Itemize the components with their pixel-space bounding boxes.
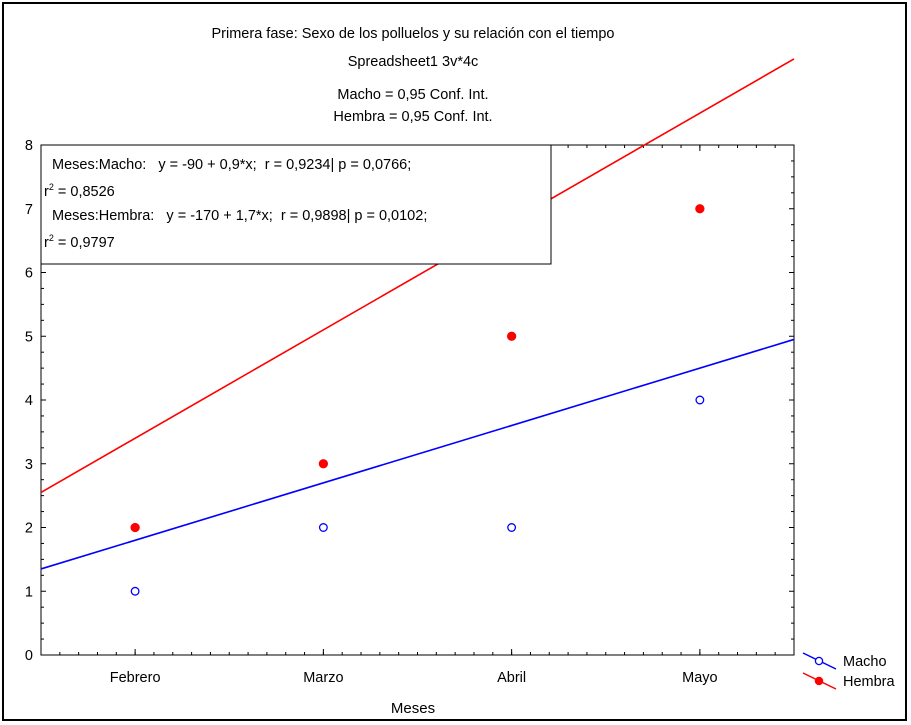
legend-label-macho: Macho <box>843 654 887 670</box>
x-tick-label: Febrero <box>110 670 161 686</box>
annotation-box <box>40 144 552 265</box>
legend-label-hembra: Hembra <box>843 674 896 690</box>
point-hembra <box>506 331 517 341</box>
x-tick-label: Marzo <box>303 670 343 686</box>
point-macho <box>507 523 517 532</box>
y-tick-label: 7 <box>25 202 33 218</box>
legend-marker-hembra <box>814 676 824 686</box>
annotation-hembra-eq: Meses:Hembra: y = -170 + 1,7*x; r = 0,98… <box>52 208 427 224</box>
point-macho <box>130 586 140 596</box>
legend-marker-macho <box>814 656 824 666</box>
y-tick-label: 6 <box>25 266 33 282</box>
y-tick-label: 2 <box>25 521 33 537</box>
conf-int-macho-label: Macho = 0,95 Conf. Int. <box>337 87 488 103</box>
chart-subtitle: Spreadsheet1 3v*4c <box>348 54 479 70</box>
point-hembra <box>318 459 329 469</box>
point-macho <box>695 395 705 405</box>
regression-line-macho <box>40 338 795 570</box>
data-points <box>130 204 705 596</box>
regression-line-hembra <box>40 58 795 494</box>
y-tick-label: 4 <box>25 393 33 409</box>
annotation-macho-eq: Meses:Macho: y = -90 + 0,9*x; r = 0,9234… <box>52 157 411 173</box>
y-tick-label: 8 <box>25 138 33 154</box>
annotation-macho-r2: r2 = 0,8526 <box>44 182 115 200</box>
point-macho <box>318 523 328 532</box>
annotation-hembra-r2: r2 = 0,9797 <box>44 233 115 251</box>
y-tick-label: 3 <box>25 457 33 473</box>
point-hembra <box>695 204 705 214</box>
x-tick-label: Mayo <box>682 670 717 686</box>
chart-title: Primera fase: Sexo de los polluelos y su… <box>212 26 615 42</box>
regression-lines <box>40 58 795 570</box>
conf-int-hembra-label: Hembra = 0,95 Conf. Int. <box>333 109 492 125</box>
y-tick-label: 1 <box>25 584 33 600</box>
chart-titles: Primera fase: Sexo de los polluelos y su… <box>212 26 615 125</box>
point-hembra <box>130 522 140 533</box>
x-tick-label: Abril <box>497 670 526 686</box>
chart-svg: Primera fase: Sexo de los polluelos y su… <box>25 26 896 717</box>
legend: Macho Hembra <box>802 652 896 690</box>
x-axis-label: Meses <box>391 700 435 717</box>
y-tick-label: 0 <box>25 648 33 664</box>
regression-annotation: Meses:Macho: y = -90 + 0,9*x; r = 0,9234… <box>40 144 552 265</box>
y-tick-label: 5 <box>25 329 33 345</box>
